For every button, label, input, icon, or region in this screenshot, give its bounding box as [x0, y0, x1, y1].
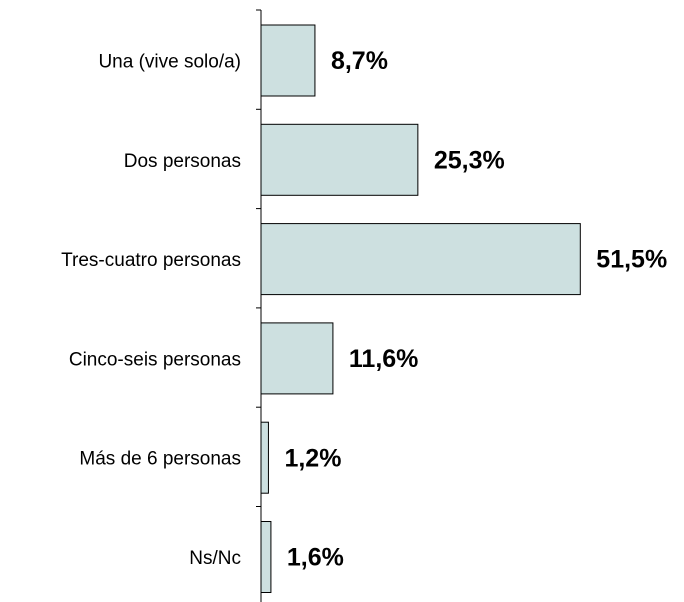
bar: [260, 421, 269, 494]
value-label: 1,6%: [287, 544, 344, 572]
value-label: 25,3%: [434, 146, 505, 174]
value-label: 11,6%: [349, 345, 419, 373]
category-label: Tres-cuatro personas: [61, 250, 241, 271]
category-label: Una (vive solo/a): [98, 52, 241, 73]
bar: [260, 24, 316, 97]
bar: [260, 223, 581, 296]
value-label: 1,2%: [284, 444, 341, 472]
bar: [260, 322, 334, 395]
category-label: Ns/Nc: [189, 548, 241, 569]
category-label: Dos personas: [124, 151, 241, 172]
category-label: Más de 6 personas: [79, 449, 241, 470]
value-label: 8,7%: [331, 47, 388, 75]
category-label: Cinco-seis personas: [69, 349, 241, 370]
value-label: 51,5%: [596, 246, 667, 274]
bar: [260, 123, 419, 196]
bar: [260, 521, 272, 593]
